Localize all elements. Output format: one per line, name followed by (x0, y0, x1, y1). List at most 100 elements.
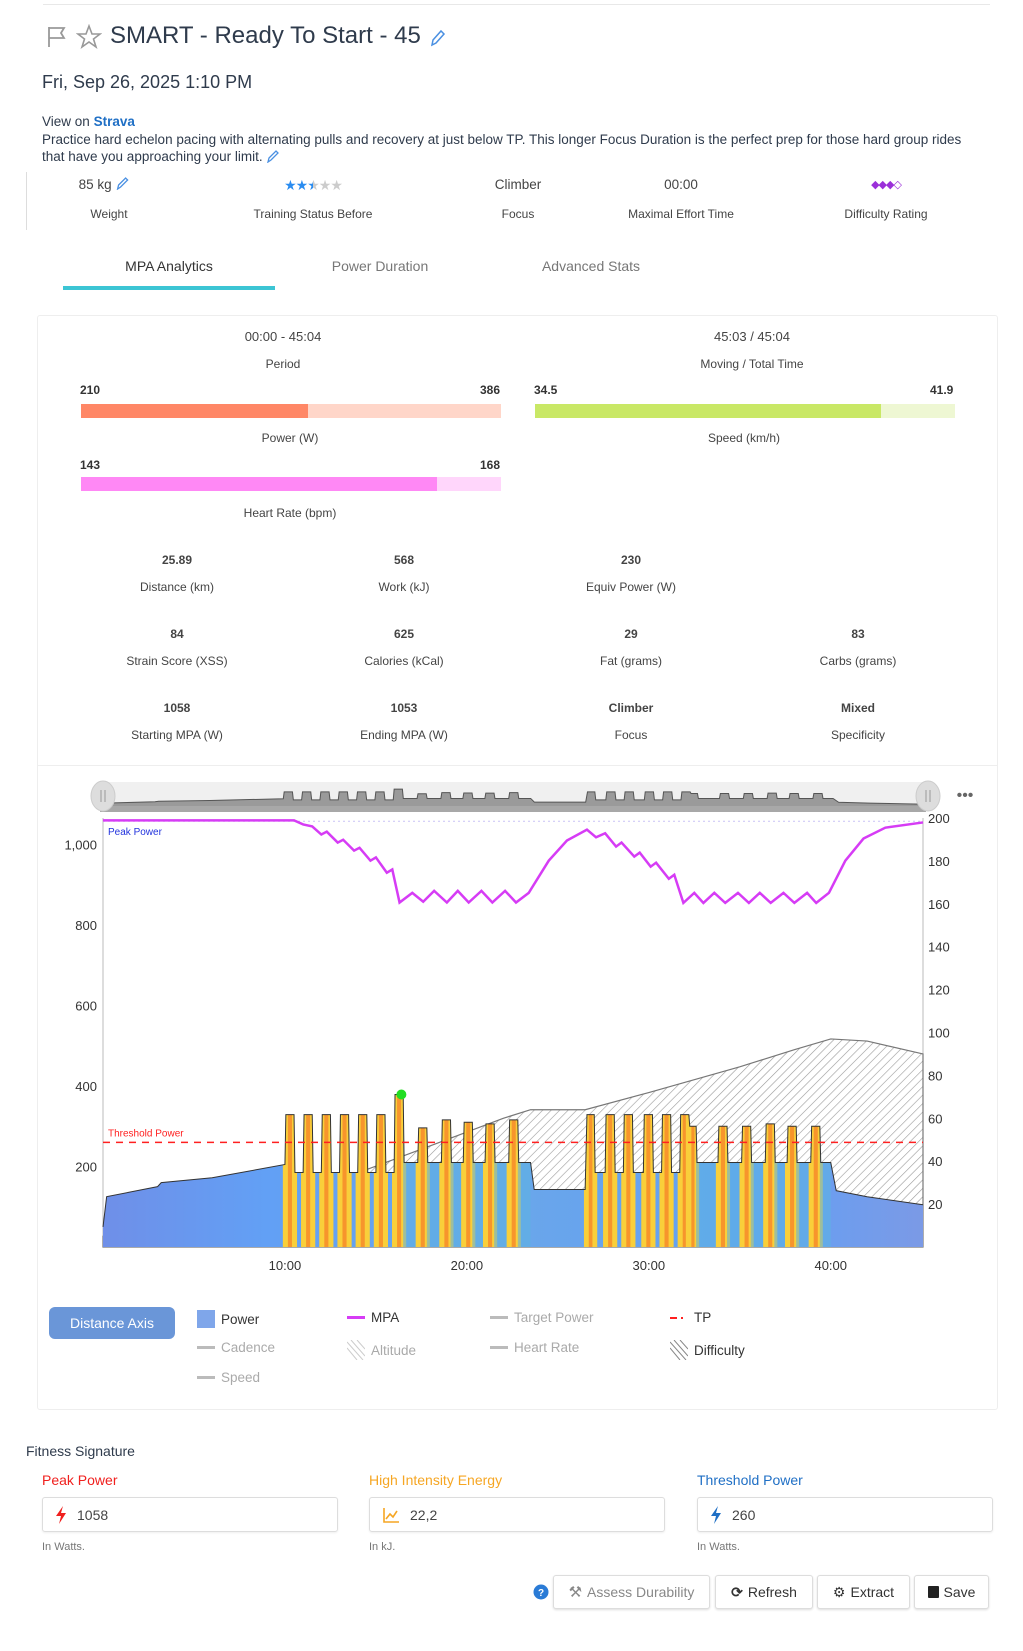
stat-label: Fat (grams) (599, 654, 663, 668)
edit-description-icon[interactable] (266, 149, 280, 164)
y-right-tick: 20 (928, 1197, 942, 1212)
y-left-tick: 800 (75, 918, 97, 933)
training-status-stars: ★★★★★ (284, 177, 343, 193)
gears-icon: ⚙ (832, 1583, 846, 1600)
stat-label: Starting MPA (W) (131, 728, 223, 742)
grip-icon (100, 790, 106, 802)
legend-item-speed[interactable]: Speed (197, 1370, 260, 1385)
legend-label: Difficulty (694, 1342, 745, 1358)
view-on-label: View on (42, 114, 90, 129)
power-range-fill (81, 404, 308, 418)
power-interval (360, 1094, 365, 1247)
speed-max: 41.9 (930, 383, 954, 397)
navigator-left-handle[interactable] (90, 780, 116, 812)
tab-mpa-analytics[interactable]: MPA Analytics (125, 258, 213, 274)
y-right-tick: 160 (928, 897, 950, 912)
legend-label: Altitude (371, 1342, 417, 1358)
power-interval (488, 1094, 493, 1247)
legend-item-target-power[interactable]: Target Power (490, 1310, 594, 1325)
stat-label: Specificity (830, 728, 886, 742)
tab-advanced-stats[interactable]: Advanced Stats (541, 258, 641, 274)
moving-time-value: 45:03 / 45:04 (714, 329, 790, 344)
navigator-left-handle-knob (90, 780, 116, 812)
power-low-segment (517, 1094, 519, 1247)
peak-power-marker (396, 1089, 407, 1100)
hr-range-fill (81, 477, 438, 491)
legend-item-tp[interactable]: TP (670, 1310, 711, 1325)
edit-title-icon[interactable] (428, 28, 446, 48)
focus-label: Focus (501, 207, 535, 221)
power-interval (608, 1094, 613, 1247)
extract-button[interactable]: ⚙ Extract (817, 1575, 910, 1609)
power-interval (324, 1094, 329, 1247)
hatch-swatch-icon (347, 1340, 365, 1360)
hammer-icon: ⚒ (568, 1584, 583, 1601)
power-interval (646, 1094, 651, 1247)
power-interval (306, 1094, 311, 1247)
hr-label: Heart Rate (bpm) (243, 506, 337, 520)
assess-durability-button[interactable]: ⚒ Assess Durability (553, 1575, 710, 1609)
speed-min: 34.5 (534, 383, 558, 397)
legend-item-cadence[interactable]: Cadence (197, 1340, 275, 1355)
power-min: 210 (80, 383, 101, 397)
power-interval (287, 1094, 292, 1247)
stat-label: Distance (km) (139, 580, 215, 594)
legend-item-difficulty[interactable]: Difficulty (670, 1340, 745, 1360)
power-interval (813, 1094, 818, 1247)
power-area (103, 1094, 923, 1247)
legend-label: TP (694, 1310, 712, 1325)
stat-value: 230 (620, 553, 642, 567)
stat-label: Carbs (grams) (819, 654, 897, 668)
stat-value: 625 (393, 627, 415, 641)
y-right-tick: 200 (928, 811, 950, 826)
stat-value: 25.89 (161, 553, 193, 567)
refresh-button[interactable]: ⟳ Refresh (715, 1575, 813, 1609)
stat-label: Strain Score (XSS) (126, 654, 228, 668)
power-interval (444, 1094, 449, 1247)
flag-icon[interactable] (46, 25, 68, 49)
fitness-field-input[interactable]: 260 (697, 1497, 993, 1532)
save-button[interactable]: Save (914, 1575, 989, 1609)
line-swatch-icon (197, 1346, 215, 1349)
legend-item-heart-rate[interactable]: Heart Rate (490, 1340, 579, 1355)
chart-menu-icon[interactable]: ••• (957, 787, 974, 804)
period-value: 00:00 - 45:04 (244, 329, 322, 344)
maximal-effort-value: 00:00 (664, 177, 698, 192)
power-interval (664, 1094, 669, 1247)
stat-label: Focus (614, 728, 648, 742)
fitness-field-help: In kJ. (369, 1541, 396, 1553)
power-interval (720, 1094, 726, 1247)
save-icon (927, 1586, 939, 1598)
edit-weight-icon[interactable] (115, 176, 129, 191)
hatch-swatch-icon (670, 1340, 688, 1360)
legend-item-mpa[interactable]: MPA (347, 1310, 399, 1325)
stat-value: 1053 (390, 701, 418, 715)
help-icon[interactable]: ? (533, 1584, 549, 1600)
fitness-field-input[interactable]: 1058 (42, 1497, 338, 1532)
line-swatch-icon (490, 1346, 508, 1349)
description-text: Practice hard echelon pacing with altern… (42, 132, 962, 164)
navigator-right-handle[interactable] (915, 780, 941, 812)
mpa-chart[interactable]: ••• Threshold Power Peak Power 200 400 600 800… (0, 770, 1023, 1295)
legend-item-power[interactable]: Power (197, 1310, 259, 1328)
power-interval (511, 1094, 516, 1247)
field-value: 1058 (77, 1506, 109, 1523)
fitness-field-input[interactable]: 22,2 (369, 1497, 665, 1532)
power-interval (378, 1094, 383, 1247)
analytics-panel (37, 315, 998, 1410)
tab-power-duration[interactable]: Power Duration (331, 258, 429, 274)
navigator-power-area (99, 788, 927, 811)
power-interval (744, 1094, 749, 1247)
bolt-icon (711, 1505, 721, 1524)
star-icon[interactable] (76, 24, 102, 50)
power-low-segment (796, 1094, 798, 1247)
y-left-tick: 400 (75, 1079, 97, 1094)
range-navigator (90, 780, 941, 812)
power-low-segment (450, 1094, 452, 1247)
legend-item-altitude[interactable]: Altitude (347, 1340, 416, 1360)
speed-range-bar (535, 404, 955, 418)
strava-link[interactable]: Strava (93, 114, 135, 129)
power-low-segment (697, 1094, 718, 1247)
y-right-tick: 180 (928, 854, 950, 869)
distance-axis-button[interactable]: Distance Axis (49, 1307, 175, 1339)
